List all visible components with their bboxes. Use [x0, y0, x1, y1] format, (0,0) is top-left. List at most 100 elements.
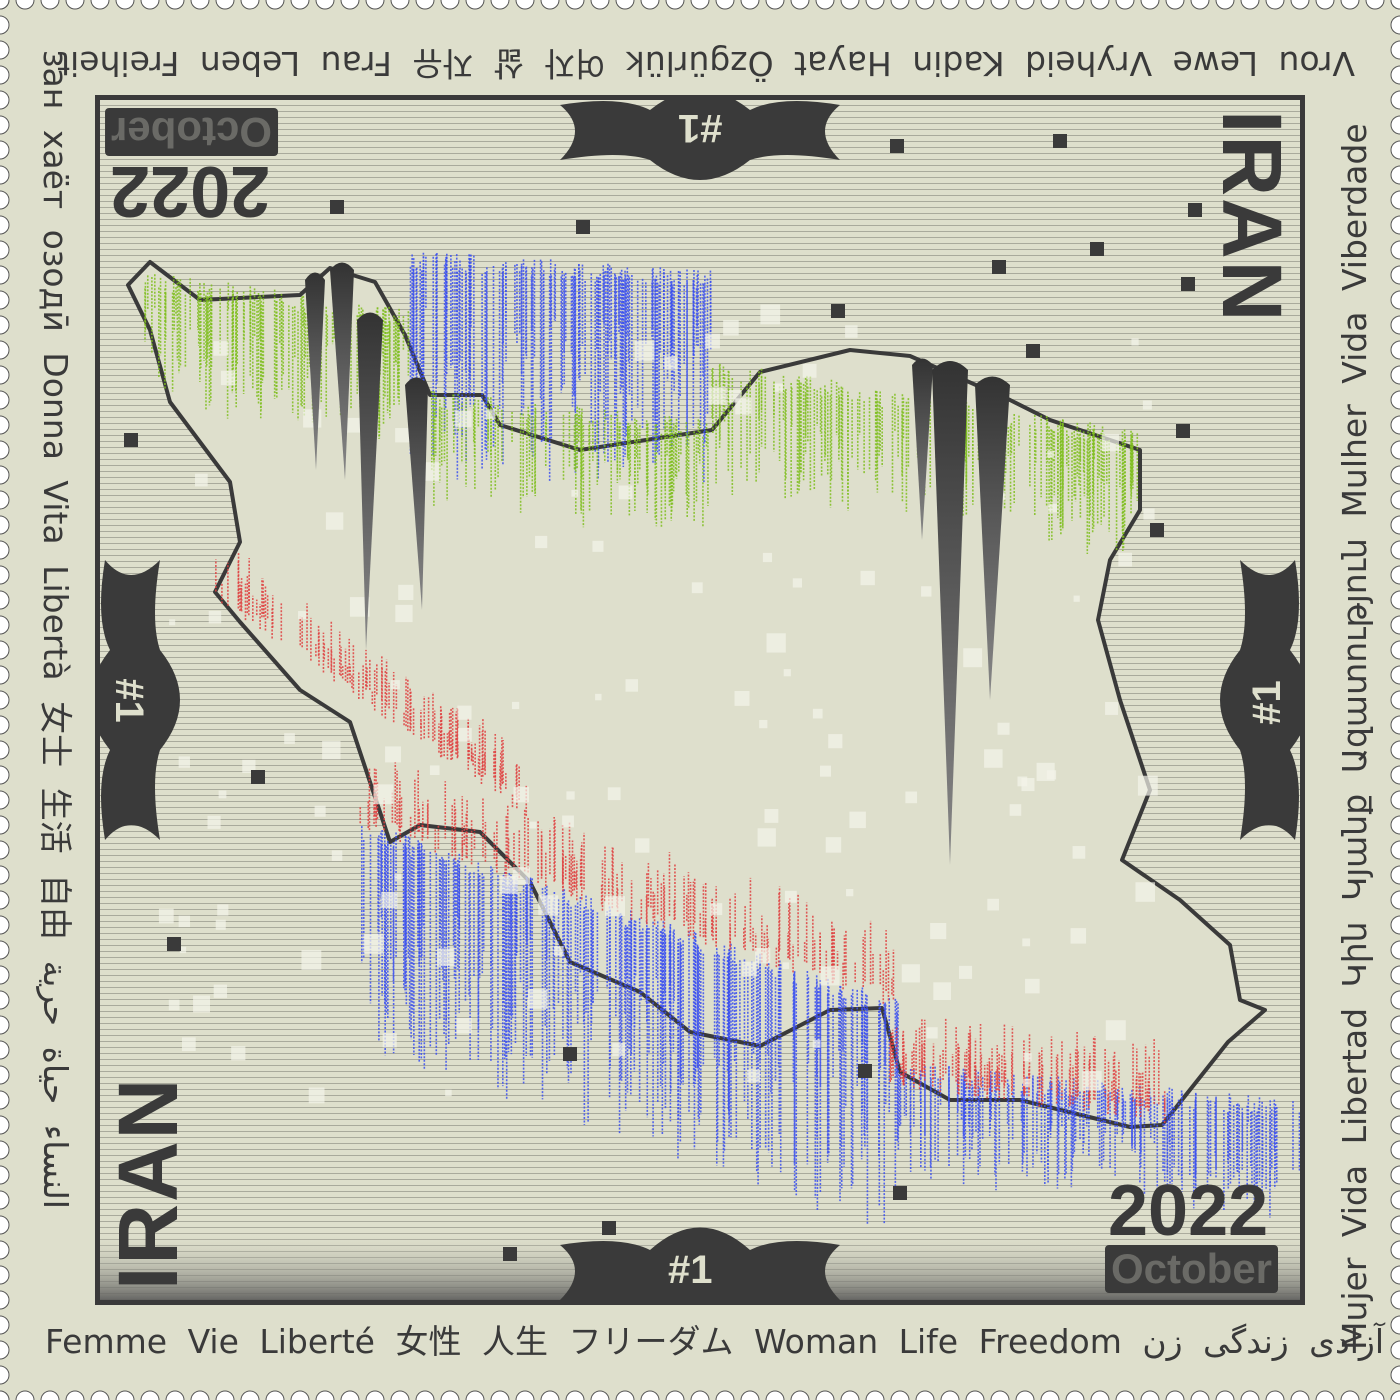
perforation	[1340, 1390, 1360, 1400]
perforation	[1390, 515, 1400, 535]
drip	[932, 361, 968, 865]
perforation	[690, 0, 710, 10]
perforation	[1290, 0, 1310, 10]
light-square	[1021, 778, 1035, 792]
perforation	[1390, 165, 1400, 185]
light-square	[921, 586, 932, 597]
light-square	[1073, 595, 1080, 602]
perforation	[0, 565, 10, 585]
perforation	[315, 0, 335, 10]
perforation	[340, 1390, 360, 1400]
light-square	[592, 540, 604, 552]
perforation	[1390, 940, 1400, 960]
perforation	[1390, 1215, 1400, 1235]
light-square	[605, 896, 626, 917]
perforation	[1390, 390, 1400, 410]
perforation	[490, 0, 510, 10]
dark-square	[503, 1247, 517, 1261]
light-square	[774, 383, 783, 392]
perforation	[965, 0, 985, 10]
perforation	[0, 215, 10, 235]
perforation	[265, 0, 285, 10]
light-square	[802, 363, 817, 378]
light-square	[825, 837, 842, 853]
perforation	[940, 0, 960, 10]
perforation	[990, 1390, 1010, 1400]
light-square	[1036, 762, 1055, 781]
perforation	[1390, 865, 1400, 885]
perforation	[1390, 1165, 1400, 1185]
perforation	[1115, 0, 1135, 10]
perforation	[0, 115, 10, 135]
perforation	[740, 0, 760, 10]
light-square	[538, 895, 559, 916]
perforation	[365, 0, 385, 10]
light-square	[607, 787, 621, 801]
light-square	[398, 584, 414, 601]
perforation	[1140, 0, 1160, 10]
perforation	[915, 0, 935, 10]
perforation	[490, 1390, 510, 1400]
perforation	[0, 1190, 10, 1210]
perforation	[1390, 1015, 1400, 1035]
dark-square	[890, 139, 904, 153]
light-square	[1137, 775, 1158, 796]
perforation	[0, 0, 10, 10]
slogan-right: Mujer Vida Libertad Կին Կյանք Ազատությու…	[1335, 123, 1374, 1350]
light-square	[485, 409, 496, 420]
perforation	[665, 0, 685, 10]
perforation	[515, 0, 535, 10]
perforation	[390, 0, 410, 10]
light-square	[535, 535, 548, 549]
perforation	[0, 190, 10, 210]
perforation	[0, 915, 10, 935]
perforation	[1165, 1390, 1185, 1400]
light-square	[762, 552, 773, 563]
iran-outline	[126, 260, 1267, 1129]
light-square	[158, 908, 174, 924]
perforation	[190, 1390, 210, 1400]
light-square	[242, 759, 256, 774]
light-square	[766, 633, 786, 653]
perforation	[1390, 1315, 1400, 1335]
perforation	[0, 1390, 10, 1400]
light-square	[846, 888, 854, 897]
light-square	[179, 946, 187, 954]
perforation	[715, 1390, 735, 1400]
light-square	[997, 722, 1010, 735]
light-square	[445, 1089, 452, 1097]
perforation	[1390, 215, 1400, 235]
perforation	[590, 0, 610, 10]
perforation	[1015, 0, 1035, 10]
perforation	[0, 315, 10, 335]
perforation	[0, 1290, 10, 1310]
perforation	[865, 1390, 885, 1400]
light-square	[1047, 450, 1054, 458]
light-square	[1025, 978, 1040, 994]
light-square	[562, 815, 574, 828]
slogan-bottom: Femme Vie Liberté 女性 人生 フリーダム Woman Life…	[45, 1322, 1384, 1361]
perforation	[1390, 640, 1400, 660]
perforation	[0, 40, 10, 60]
perforation	[0, 765, 10, 785]
perforation	[1390, 290, 1400, 310]
perforation	[0, 790, 10, 810]
light-square	[782, 962, 790, 970]
light-square	[812, 1039, 821, 1048]
perforation	[690, 1390, 710, 1400]
perforation	[0, 1165, 10, 1185]
light-square	[1009, 804, 1022, 816]
perforation	[590, 1390, 610, 1400]
dark-square	[1026, 344, 1040, 358]
light-square	[984, 749, 1003, 768]
perforation	[540, 1390, 560, 1400]
perforation	[1090, 1390, 1110, 1400]
perforation	[1190, 1390, 1210, 1400]
perforation	[0, 0, 10, 10]
perforation	[0, 940, 10, 960]
perforation	[1390, 690, 1400, 710]
light-square	[458, 727, 472, 742]
perforation	[1390, 465, 1400, 485]
perforation	[890, 1390, 910, 1400]
perforation	[415, 0, 435, 10]
